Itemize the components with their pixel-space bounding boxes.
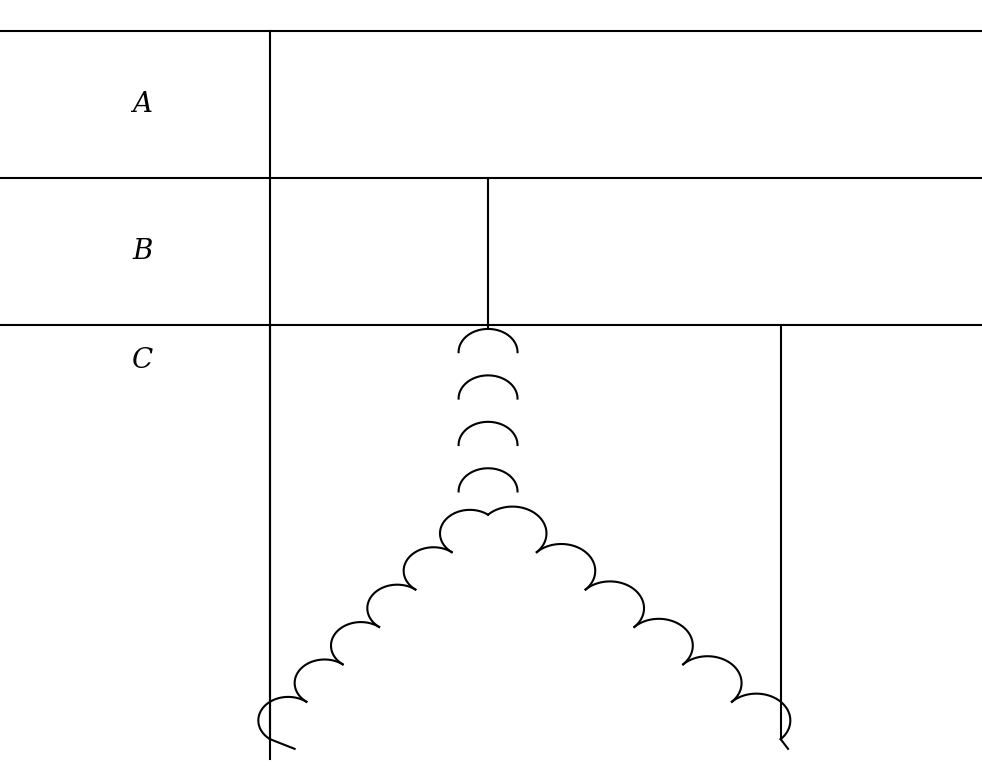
Text: B: B [133,238,152,265]
Text: A: A [133,91,152,118]
Text: C: C [132,348,153,374]
